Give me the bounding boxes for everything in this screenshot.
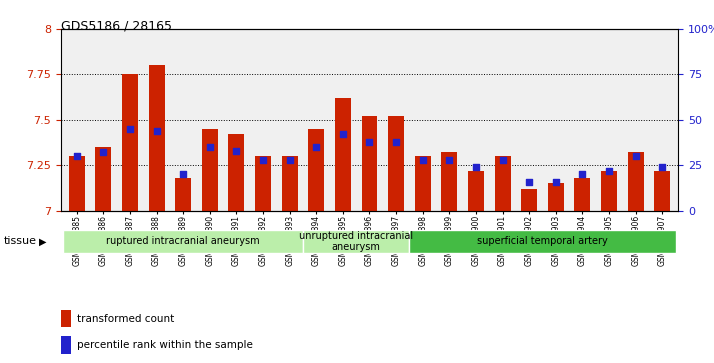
FancyBboxPatch shape [64,230,303,253]
Point [178,171,189,177]
Point [98,150,109,155]
Text: GDS5186 / 28165: GDS5186 / 28165 [61,20,171,33]
Text: transformed count: transformed count [77,314,174,324]
Point [257,157,268,163]
FancyBboxPatch shape [303,230,409,253]
Point [577,171,588,177]
Bar [415,156,431,211]
Text: ruptured intracranial aneurysm: ruptured intracranial aneurysm [106,236,260,246]
FancyBboxPatch shape [409,230,675,253]
Point [204,144,216,150]
Bar [122,74,138,211]
Text: ▶: ▶ [39,236,47,246]
Bar [628,152,644,211]
Point [497,157,508,163]
Bar [255,156,271,211]
Point [657,164,668,170]
Bar [149,65,164,211]
Point [151,128,162,134]
Bar [175,178,191,211]
Point [391,139,402,144]
Text: unruptured intracranial
aneurysm: unruptured intracranial aneurysm [299,231,413,252]
Bar [335,98,351,211]
Bar [202,129,218,211]
Bar [654,171,670,211]
Point [630,153,641,159]
Bar [601,171,617,211]
Bar [521,189,537,211]
Bar [281,156,298,211]
Text: percentile rank within the sample: percentile rank within the sample [77,340,253,350]
Bar [69,156,85,211]
Point [471,164,482,170]
Point [124,126,136,132]
Bar [495,156,511,211]
Point [363,139,375,144]
Bar [388,116,404,211]
Point [550,179,561,184]
Text: superficial temporal artery: superficial temporal artery [477,236,608,246]
Point [311,144,322,150]
Bar [308,129,324,211]
Bar [228,134,244,211]
Point [603,168,615,174]
Point [71,153,82,159]
Bar [361,116,378,211]
Point [443,157,455,163]
Point [523,179,535,184]
Point [284,157,296,163]
Text: tissue: tissue [4,236,36,246]
Bar [575,178,590,211]
Bar [61,336,71,354]
Point [417,157,428,163]
Point [231,148,242,154]
Bar [61,310,71,327]
Point [337,131,348,137]
Bar [548,183,564,211]
Bar [468,171,484,211]
Bar [441,152,458,211]
Bar [95,147,111,211]
